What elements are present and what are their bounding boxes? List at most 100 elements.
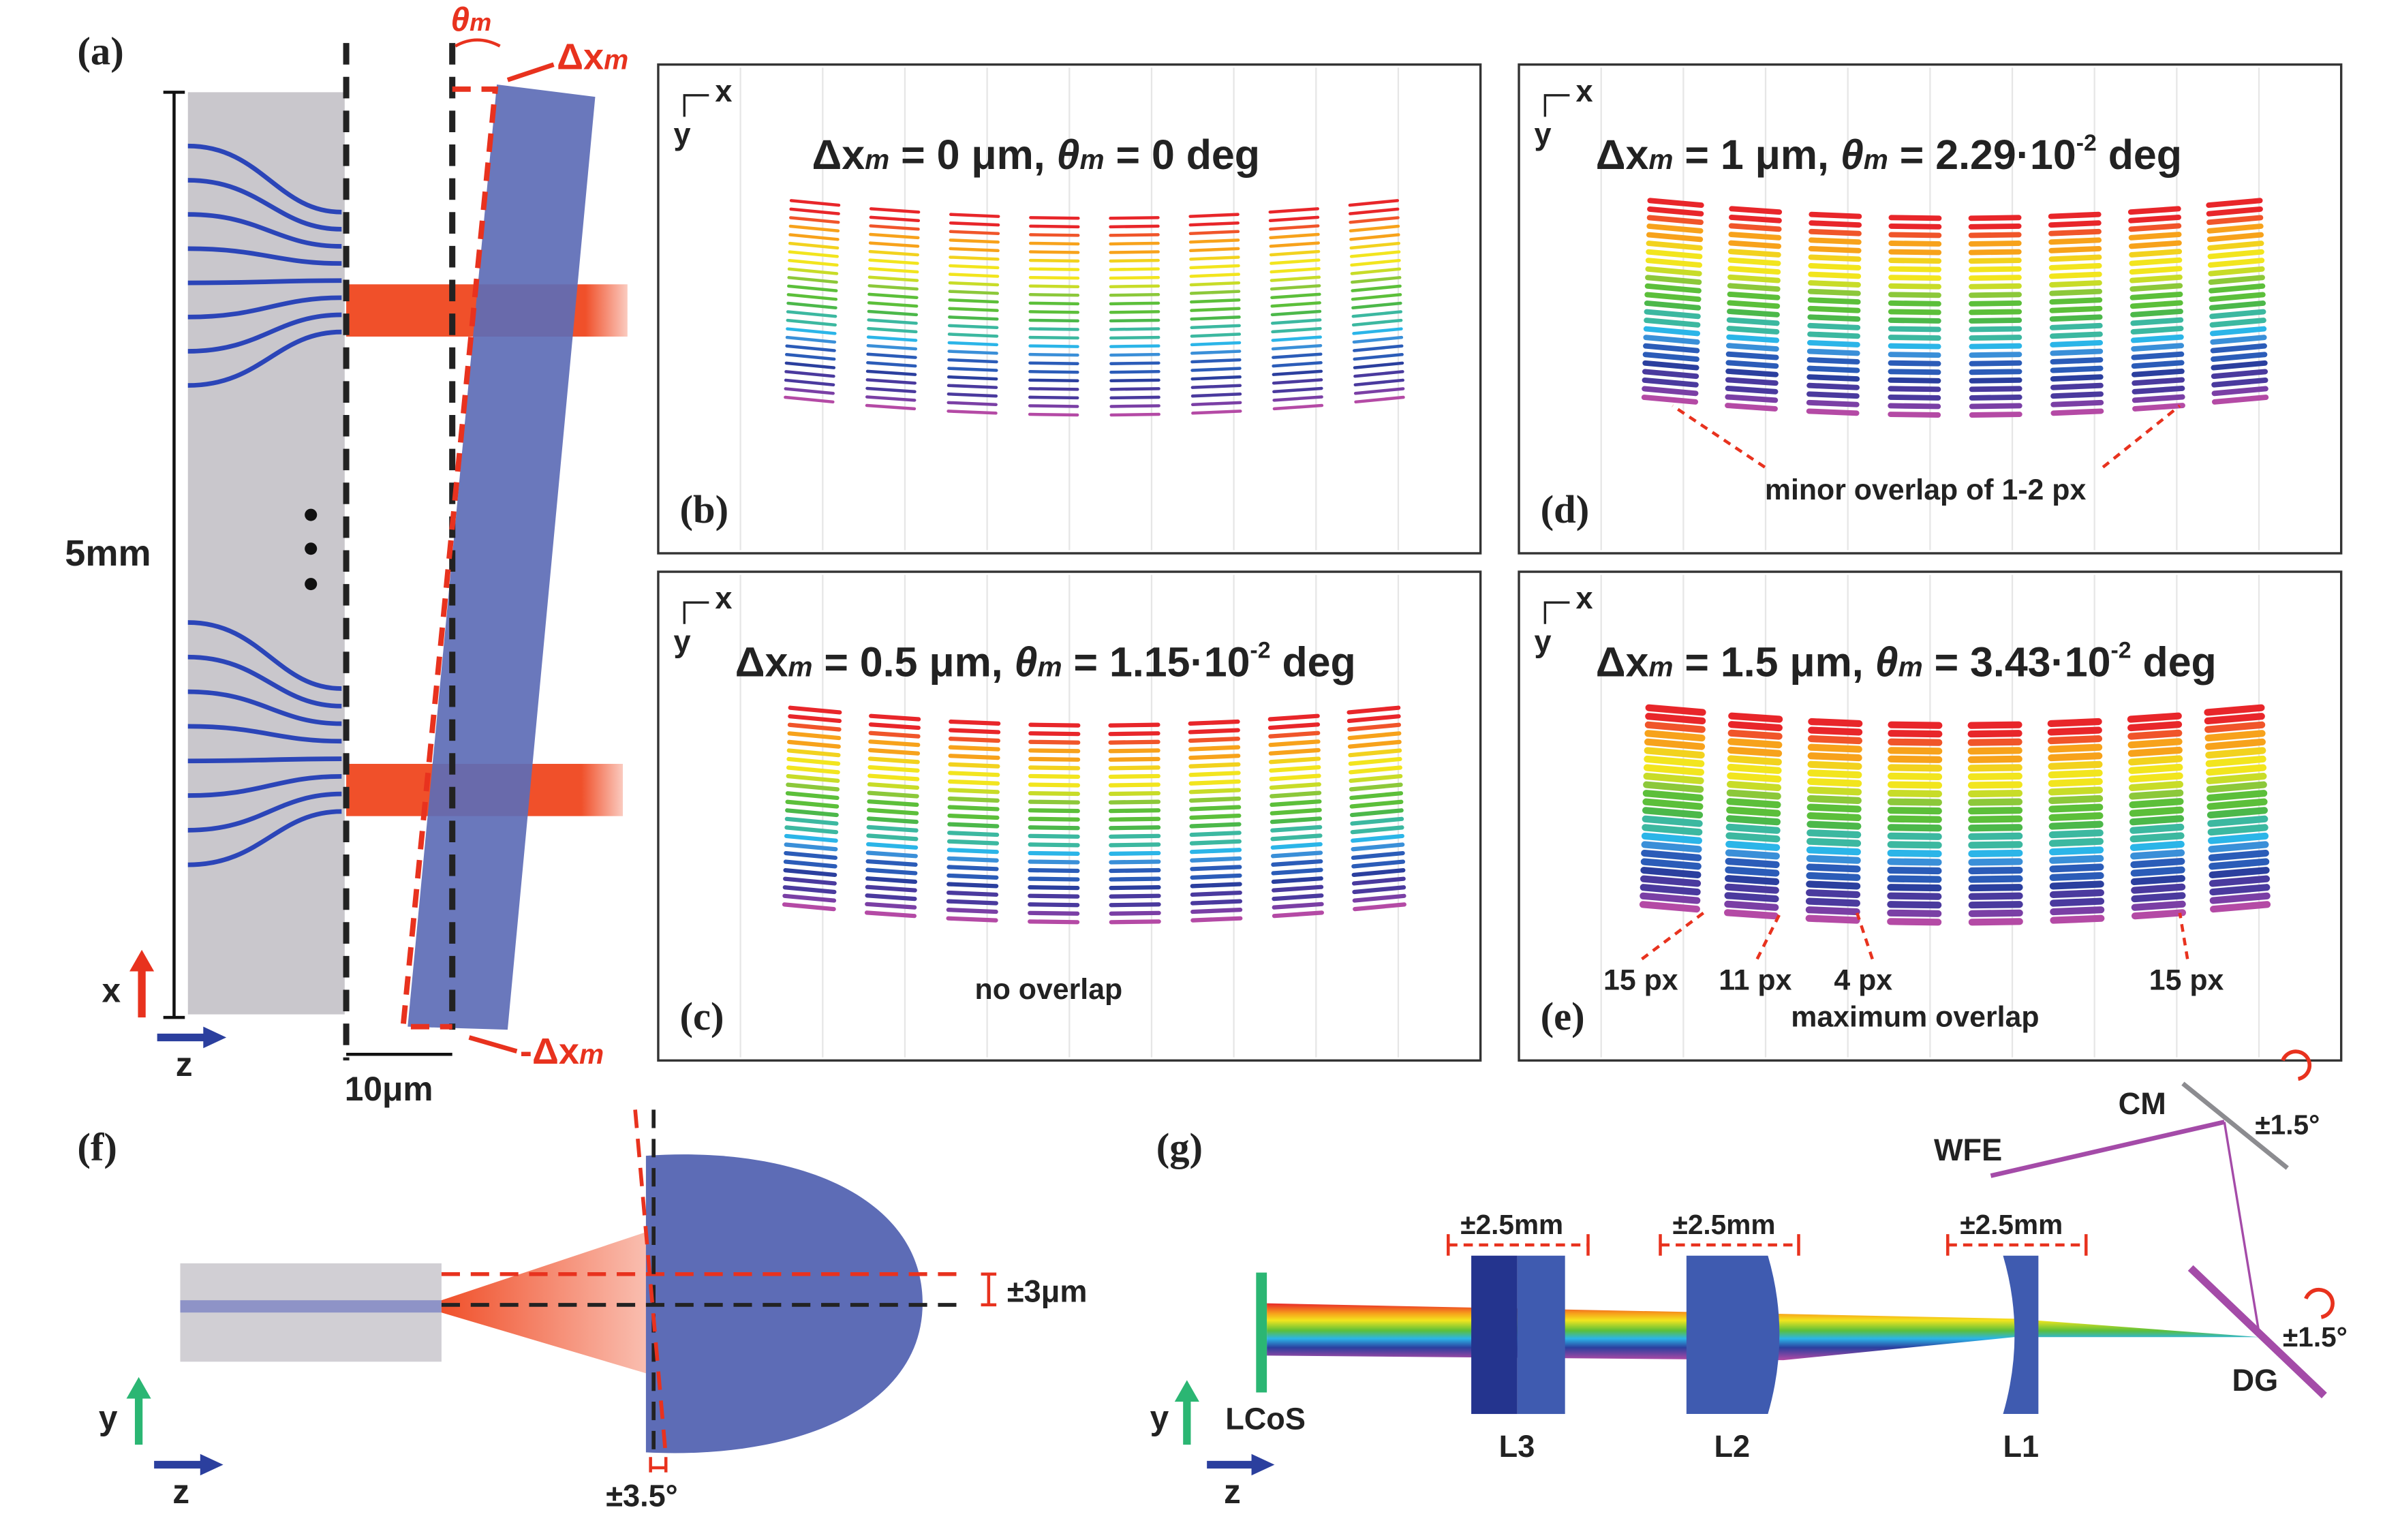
spot: [1969, 300, 2022, 307]
spot: [2128, 214, 2181, 224]
spot: [947, 848, 999, 854]
spot: [2047, 726, 2102, 736]
spot: [1028, 773, 1081, 780]
spot: [1807, 760, 1862, 770]
spot: [1888, 343, 1941, 350]
spot: [1272, 352, 1323, 359]
axis-y-label: y: [673, 117, 690, 151]
spot: [1271, 876, 1323, 884]
spot: [1351, 293, 1402, 301]
axis-z-label: z: [1224, 1473, 1241, 1511]
spot: [1269, 765, 1321, 773]
panel-e: xy Δxm = 1.5 μm, θm = 3.43·10-2 deg (e) 15 …: [1518, 570, 2343, 1062]
spot: [2129, 283, 2183, 292]
spot: [784, 361, 836, 369]
spot: [784, 842, 838, 852]
axis-y-label: y: [1535, 117, 1552, 151]
spot: [2206, 224, 2264, 234]
spot: [2049, 880, 2104, 890]
spot: [784, 370, 835, 378]
spot: [1888, 386, 1941, 392]
spot: [1351, 301, 1402, 309]
spot: [947, 392, 998, 398]
overlap-label: 15 px: [2149, 964, 2224, 997]
spot: [1642, 352, 1699, 362]
spot: [2205, 747, 2266, 759]
waveguide: [187, 246, 342, 266]
spot: [2049, 872, 2104, 881]
spot: [782, 893, 837, 903]
waveguide: [187, 312, 342, 354]
spot: [2130, 309, 2183, 318]
spot: [1348, 748, 1402, 758]
spot: [2130, 334, 2184, 343]
spot: [1642, 369, 1699, 380]
spot: [787, 722, 842, 732]
waveguide: [187, 689, 342, 726]
spot: [1029, 233, 1080, 237]
spot: [1269, 773, 1321, 782]
spot: [1807, 305, 1861, 313]
rotate-icon: [2281, 1049, 2312, 1081]
spot: [1109, 241, 1160, 246]
panel-label-g: (g): [1156, 1125, 1203, 1169]
spot: [1806, 408, 1860, 416]
spot: [1642, 360, 1699, 371]
spot: [2209, 292, 2266, 303]
spot: [947, 813, 1000, 820]
spot: [2132, 403, 2185, 412]
spot: [1968, 241, 2022, 247]
axis-y-label: y: [673, 623, 690, 658]
spot: [1272, 910, 1324, 919]
spot: [1188, 762, 1241, 769]
spot: [1969, 360, 2022, 367]
spot: [788, 241, 840, 250]
offset-label: ±3μm: [1007, 1274, 1088, 1308]
spot: [2129, 798, 2184, 809]
spot: [786, 756, 841, 766]
spot: [1353, 344, 1404, 352]
spot: [1348, 199, 1400, 207]
neg-dx-label: -Δx: [520, 1031, 579, 1072]
spot: [1028, 370, 1079, 374]
spot: [1806, 889, 1861, 899]
spot: [1725, 394, 1779, 403]
spot: [948, 315, 999, 321]
spot: [1108, 782, 1160, 788]
spot: [787, 739, 841, 749]
spot: [1109, 885, 1161, 891]
spot: [1642, 798, 1704, 810]
overlap-label: 15 px: [1603, 964, 1678, 997]
spot: [1270, 799, 1322, 807]
panel-title: Δxm = 0 μm, θm = 0 deg: [812, 132, 1259, 178]
axis-y-label: y: [1535, 623, 1552, 658]
spot: [1108, 748, 1160, 754]
spot: [1349, 808, 1404, 818]
dg-rotation-label: ±1.5°: [2283, 1321, 2348, 1353]
spot: [1968, 249, 2022, 256]
spot: [1725, 866, 1780, 877]
panel-d: xy Δxm = 1 μm, θm = 2.29·10-2 deg (d) minor…: [1518, 63, 2343, 555]
spot: [1645, 258, 1703, 268]
spot: [1725, 368, 1779, 378]
spot: [1968, 918, 2023, 926]
spot: [2129, 815, 2185, 826]
spot: [947, 831, 1000, 837]
spot: [1109, 902, 1161, 908]
spot: [1642, 386, 1699, 397]
spot: [1028, 284, 1080, 288]
spot: [1806, 357, 1860, 365]
spot: [1726, 798, 1781, 809]
waveguides: [187, 143, 342, 867]
spot: [2211, 352, 2268, 362]
spot: [1807, 752, 1862, 762]
spot: [868, 258, 919, 265]
spot: [786, 301, 837, 309]
lens-l3: [1471, 1255, 1518, 1415]
spot: [866, 833, 919, 842]
spot: [2050, 897, 2105, 907]
spot: [1728, 232, 1782, 241]
spot: [2049, 889, 2104, 899]
spot: [948, 779, 1000, 786]
spot: [1728, 240, 1782, 249]
